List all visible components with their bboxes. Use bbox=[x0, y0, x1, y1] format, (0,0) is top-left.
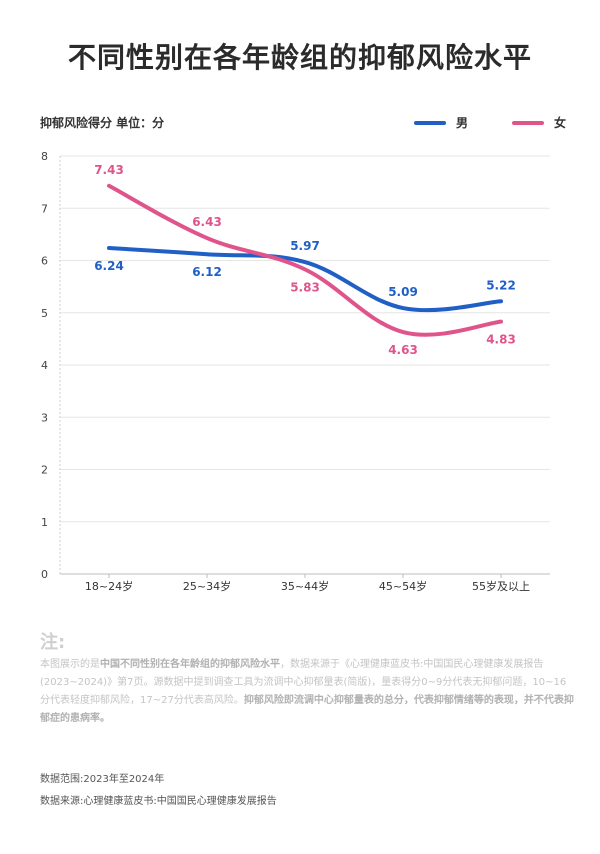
data-label-male: 6.12 bbox=[192, 265, 222, 279]
series-line-female bbox=[107, 183, 503, 337]
y-axis-caption: 抑郁风险得分 单位：分 bbox=[40, 116, 165, 130]
series-line-male bbox=[107, 245, 503, 313]
y-tick-label: 2 bbox=[41, 464, 48, 477]
data-label-female: 4.83 bbox=[486, 333, 516, 347]
note-body: 本图展示的是中国不同性别在各年龄组的抑郁风险水平，数据来源于《心理健康蓝皮书:中… bbox=[40, 656, 576, 728]
data-label-female: 6.43 bbox=[192, 215, 222, 229]
axis-layer: 0 1 2 3 4 5 6 7 8 18~24岁 25~34岁 35~44岁 45~54岁 55岁及以上 bbox=[41, 150, 530, 593]
legend-item-male: 男 bbox=[414, 114, 468, 131]
note-text-2: ，数据来源于《心理健康蓝皮书:中国国民心理健康发展报告(2023~2024)》第… bbox=[40, 659, 567, 706]
note-bold-1: 中国不同性别在各年龄组的抑郁风险水平 bbox=[100, 659, 280, 670]
data-label-female: 7.43 bbox=[94, 163, 124, 177]
y-tick-label: 8 bbox=[41, 150, 48, 163]
legend-item-female: 女 bbox=[512, 114, 566, 131]
data-label-male: 5.97 bbox=[290, 239, 320, 253]
chart-title: 不同性别在各年龄组的抑郁风险水平 bbox=[67, 41, 532, 74]
data-label-male: 5.09 bbox=[388, 285, 418, 299]
legend-swatch-female bbox=[512, 120, 544, 125]
y-tick-label: 7 bbox=[41, 202, 48, 215]
data-label-female: 5.83 bbox=[290, 280, 320, 294]
x-tick-label: 18~24岁 bbox=[85, 579, 133, 593]
y-tick-label: 3 bbox=[41, 411, 48, 424]
grid-layer bbox=[59, 155, 550, 575]
y-tick-label: 1 bbox=[41, 516, 48, 529]
y-tick-label: 4 bbox=[41, 359, 48, 372]
legend-swatch-male bbox=[414, 120, 446, 125]
x-tick-label: 55岁及以上 bbox=[472, 579, 530, 593]
x-tick-label: 35~44岁 bbox=[281, 579, 329, 593]
data-label-male: 6.24 bbox=[94, 259, 124, 273]
data-label-male: 5.22 bbox=[486, 278, 516, 292]
series-layer bbox=[107, 183, 503, 337]
y-tick-label: 0 bbox=[41, 568, 48, 581]
y-tick-label: 5 bbox=[41, 307, 48, 320]
label-layer: 6.24 6.12 5.97 5.09 5.22 7.43 6.43 5.83 4.63 4.83 bbox=[94, 163, 516, 357]
note-heading: 注: bbox=[40, 632, 66, 653]
y-tick-label: 6 bbox=[41, 255, 48, 268]
legend-label-female: 女 bbox=[554, 116, 567, 130]
legend-label-male: 男 bbox=[456, 116, 469, 130]
x-tick-label: 25~34岁 bbox=[183, 579, 231, 593]
data-range: 数据范围:2023年至2024年 bbox=[40, 774, 165, 785]
note-text-1: 本图展示的是 bbox=[40, 659, 100, 670]
note-bold-2: 抑郁风险即流调中心抑郁量表的总分，代表抑郁情绪等的表现，并不代表抑郁症的患病率。 bbox=[40, 695, 574, 724]
data-source: 数据来源:心理健康蓝皮书:中国国民心理健康发展报告 bbox=[40, 796, 277, 807]
x-tick-label: 45~54岁 bbox=[379, 579, 427, 593]
data-label-female: 4.63 bbox=[388, 343, 418, 357]
